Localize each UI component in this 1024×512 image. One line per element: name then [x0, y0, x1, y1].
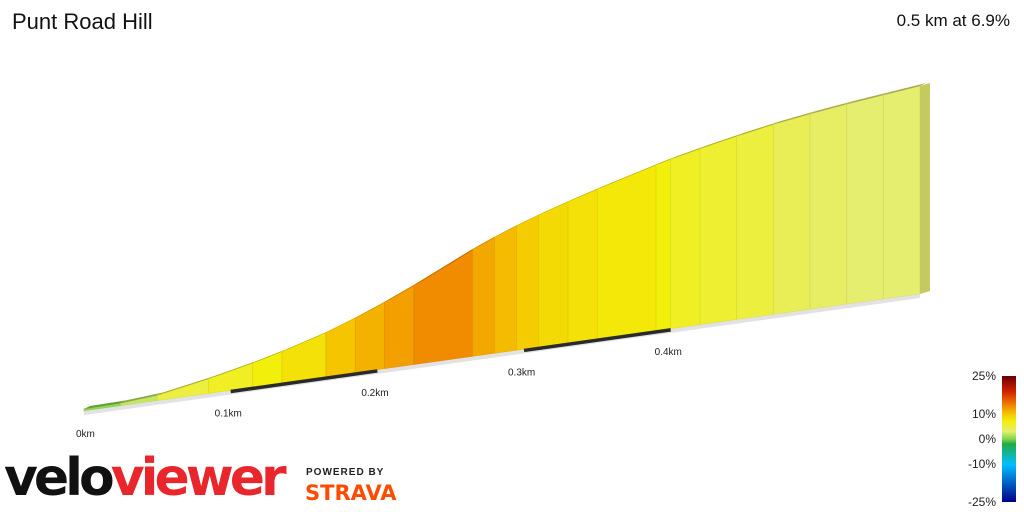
profile-segment-top	[494, 222, 523, 238]
x-tick-label: 0.4km	[655, 347, 682, 358]
gradient-legend: 25% 10% 0% -10% -25%	[968, 369, 1016, 509]
profile-segment-top	[846, 92, 890, 105]
profile-segment	[809, 103, 848, 310]
profile-segment	[699, 135, 738, 326]
profile-segment-top	[883, 83, 926, 96]
profile-segment-top	[568, 186, 604, 202]
distance-axis	[84, 294, 920, 415]
chart-title: Punt Road Hill	[12, 9, 153, 34]
axis-band	[230, 369, 378, 394]
colorbar-label: 0%	[979, 432, 997, 446]
colorbar-label: -25%	[968, 495, 996, 509]
profile-segment	[670, 148, 701, 330]
profile-segment-top	[538, 198, 574, 215]
profile-segment-top	[282, 329, 332, 352]
x-tick-label: 0.3km	[508, 367, 535, 378]
x-tick-label: 0.2km	[361, 388, 388, 399]
profile-segment-top	[208, 360, 259, 379]
profile-segment	[472, 236, 496, 358]
colorbar-label: 10%	[972, 407, 996, 421]
distance-ticks: 0km 0.1km 0.2km 0.3km 0.4km	[76, 347, 682, 440]
profile-segment	[325, 317, 356, 378]
profile-end-cap	[920, 83, 930, 294]
profile-segment	[882, 85, 921, 300]
profile-segment-top	[252, 348, 288, 364]
profile-segment	[538, 201, 569, 348]
profile-segment-top	[656, 156, 677, 165]
profile-segment-top	[326, 314, 362, 333]
profile-segment-top	[414, 246, 479, 286]
profile-segments	[83, 83, 930, 412]
profile-segment-top	[355, 299, 391, 318]
colorbar-label: 25%	[972, 369, 996, 383]
profile-segment	[596, 164, 657, 340]
profile-segment-top	[157, 375, 215, 396]
profile-segment-top	[773, 111, 816, 125]
veloviewer-logo[interactable]: veloviewer	[4, 448, 287, 508]
profile-segment-top	[120, 392, 164, 404]
profile-segment-top	[670, 145, 706, 160]
strava-logo[interactable]: STRAVA	[305, 481, 397, 505]
profile-segment	[567, 188, 598, 344]
profile-segment	[413, 248, 474, 366]
profile-segment-top	[84, 400, 127, 409]
profile-segment	[354, 301, 386, 374]
profile-segment-top	[810, 101, 853, 115]
powered-by-label: POWERED BY	[306, 467, 385, 478]
x-tick-label: 0km	[76, 429, 95, 440]
profile-segment	[736, 123, 774, 321]
profile-segment	[494, 224, 518, 354]
profile-segment	[281, 332, 327, 384]
x-tick-label: 0.1km	[215, 408, 242, 419]
profile-segment	[655, 158, 672, 332]
profile-segment	[516, 214, 540, 351]
colorbar-label: -10%	[968, 457, 996, 471]
axis-base-strip	[84, 294, 920, 415]
climb-summary: 0.5 km at 6.9%	[896, 11, 1010, 30]
profile-segment-top	[516, 211, 545, 226]
profile-segment-top	[736, 121, 780, 137]
axis-band	[523, 328, 671, 353]
gradient-colorbar	[1002, 376, 1016, 502]
profile-segment	[846, 94, 884, 305]
profile-segment	[772, 113, 811, 315]
profile-segment-top	[384, 282, 420, 303]
profile-segment-top	[597, 161, 662, 190]
profile-segment-top	[700, 133, 743, 149]
profile-segment-top	[472, 234, 501, 250]
profile-segment	[384, 284, 415, 370]
